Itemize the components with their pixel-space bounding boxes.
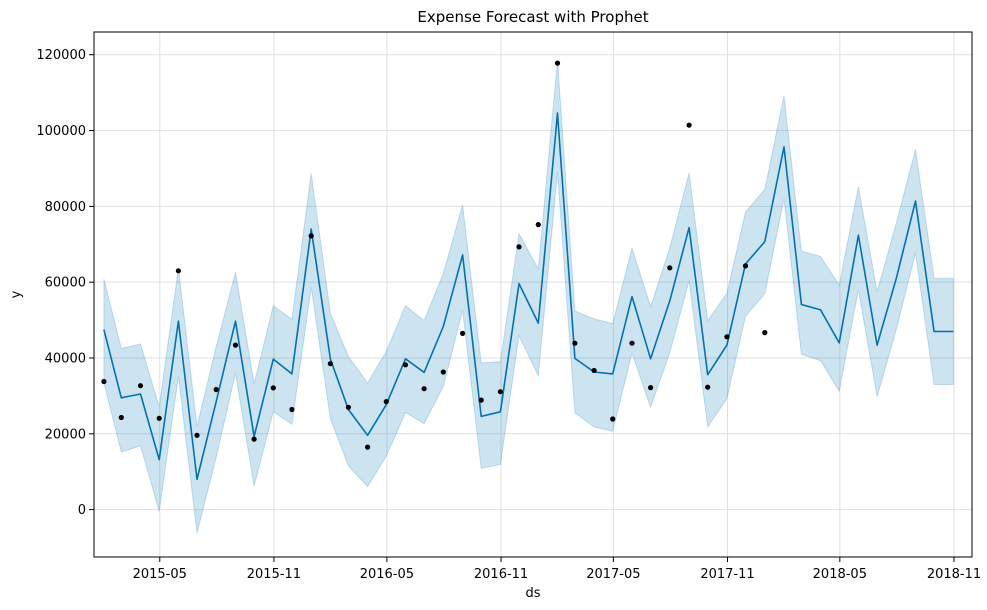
actual-data-point (516, 244, 522, 250)
uncertainty-interval (103, 60, 954, 534)
actual-data-point (251, 436, 257, 442)
actual-data-point (478, 397, 484, 403)
actual-data-point (497, 389, 503, 395)
y-tick-label: 120000 (36, 48, 86, 63)
y-tick-label: 20000 (45, 427, 86, 442)
plot-frame (93, 31, 973, 558)
actual-data-point (345, 404, 351, 410)
actual-data-point (402, 362, 409, 368)
y-tick-label: 60000 (45, 276, 86, 291)
actual-data-point (194, 432, 200, 438)
forecast-series (103, 112, 954, 481)
actual-data-point (118, 414, 124, 421)
x-tick-label: 2016-05 (360, 567, 414, 582)
actual-data-point (365, 444, 371, 450)
actual-data-point (572, 340, 578, 346)
x-axis-ticks: 2015-05 2015-11 2016-05 2016-11 2017-05 2017-… (133, 557, 981, 582)
actual-data-point (667, 265, 673, 271)
actual-data-point (686, 122, 692, 128)
actual-data-point (156, 415, 162, 421)
y-tick-label: 80000 (45, 200, 86, 215)
y-tick-label: 100000 (36, 124, 86, 139)
forecast-line (103, 112, 954, 481)
actual-data-point (591, 367, 597, 374)
y-tick-label: 0 (78, 503, 86, 518)
uncertainty-band (103, 60, 954, 534)
actual-data-point (648, 385, 654, 391)
x-tick-label: 2018-05 (813, 567, 867, 582)
actual-data-point (440, 369, 446, 375)
actual-data-point (101, 378, 107, 385)
x-tick-label: 2015-05 (133, 567, 187, 582)
actual-data-point (308, 233, 314, 239)
grid-lines (94, 32, 972, 557)
actual-data-point (460, 330, 466, 336)
actual-data-point (137, 383, 144, 389)
x-tick-label: 2015-11 (247, 567, 301, 582)
actual-data-point (421, 386, 427, 392)
actual-points (101, 60, 768, 450)
actual-data-point (270, 385, 276, 391)
y-axis-ticks: 0 20000 40000 60000 80000 100000 120000 (36, 48, 94, 518)
y-tick-label: 40000 (45, 351, 86, 366)
actual-data-point (213, 386, 219, 393)
x-tick-label: 2018-11 (927, 567, 981, 582)
actual-data-point (232, 342, 239, 348)
actual-data-point (724, 334, 730, 340)
actual-data-point (535, 222, 541, 228)
actual-data-point (629, 340, 635, 346)
actual-data-point (742, 263, 749, 269)
actual-data-point (705, 384, 711, 390)
actual-data-point (610, 416, 616, 422)
actual-data-point (554, 60, 561, 66)
actual-data-point (289, 406, 295, 413)
actual-data-point (327, 361, 333, 367)
chart-title: Expense Forecast with Prophet (417, 8, 648, 26)
x-axis-label: ds (525, 586, 540, 601)
x-tick-label: 2017-05 (586, 567, 640, 582)
x-tick-label: 2016-11 (474, 567, 528, 582)
y-axis-label: y (9, 290, 24, 298)
actual-data-point (762, 330, 768, 336)
actual-data-point (175, 268, 181, 274)
actual-data-point (383, 399, 389, 405)
x-tick-label: 2017-11 (700, 567, 754, 582)
